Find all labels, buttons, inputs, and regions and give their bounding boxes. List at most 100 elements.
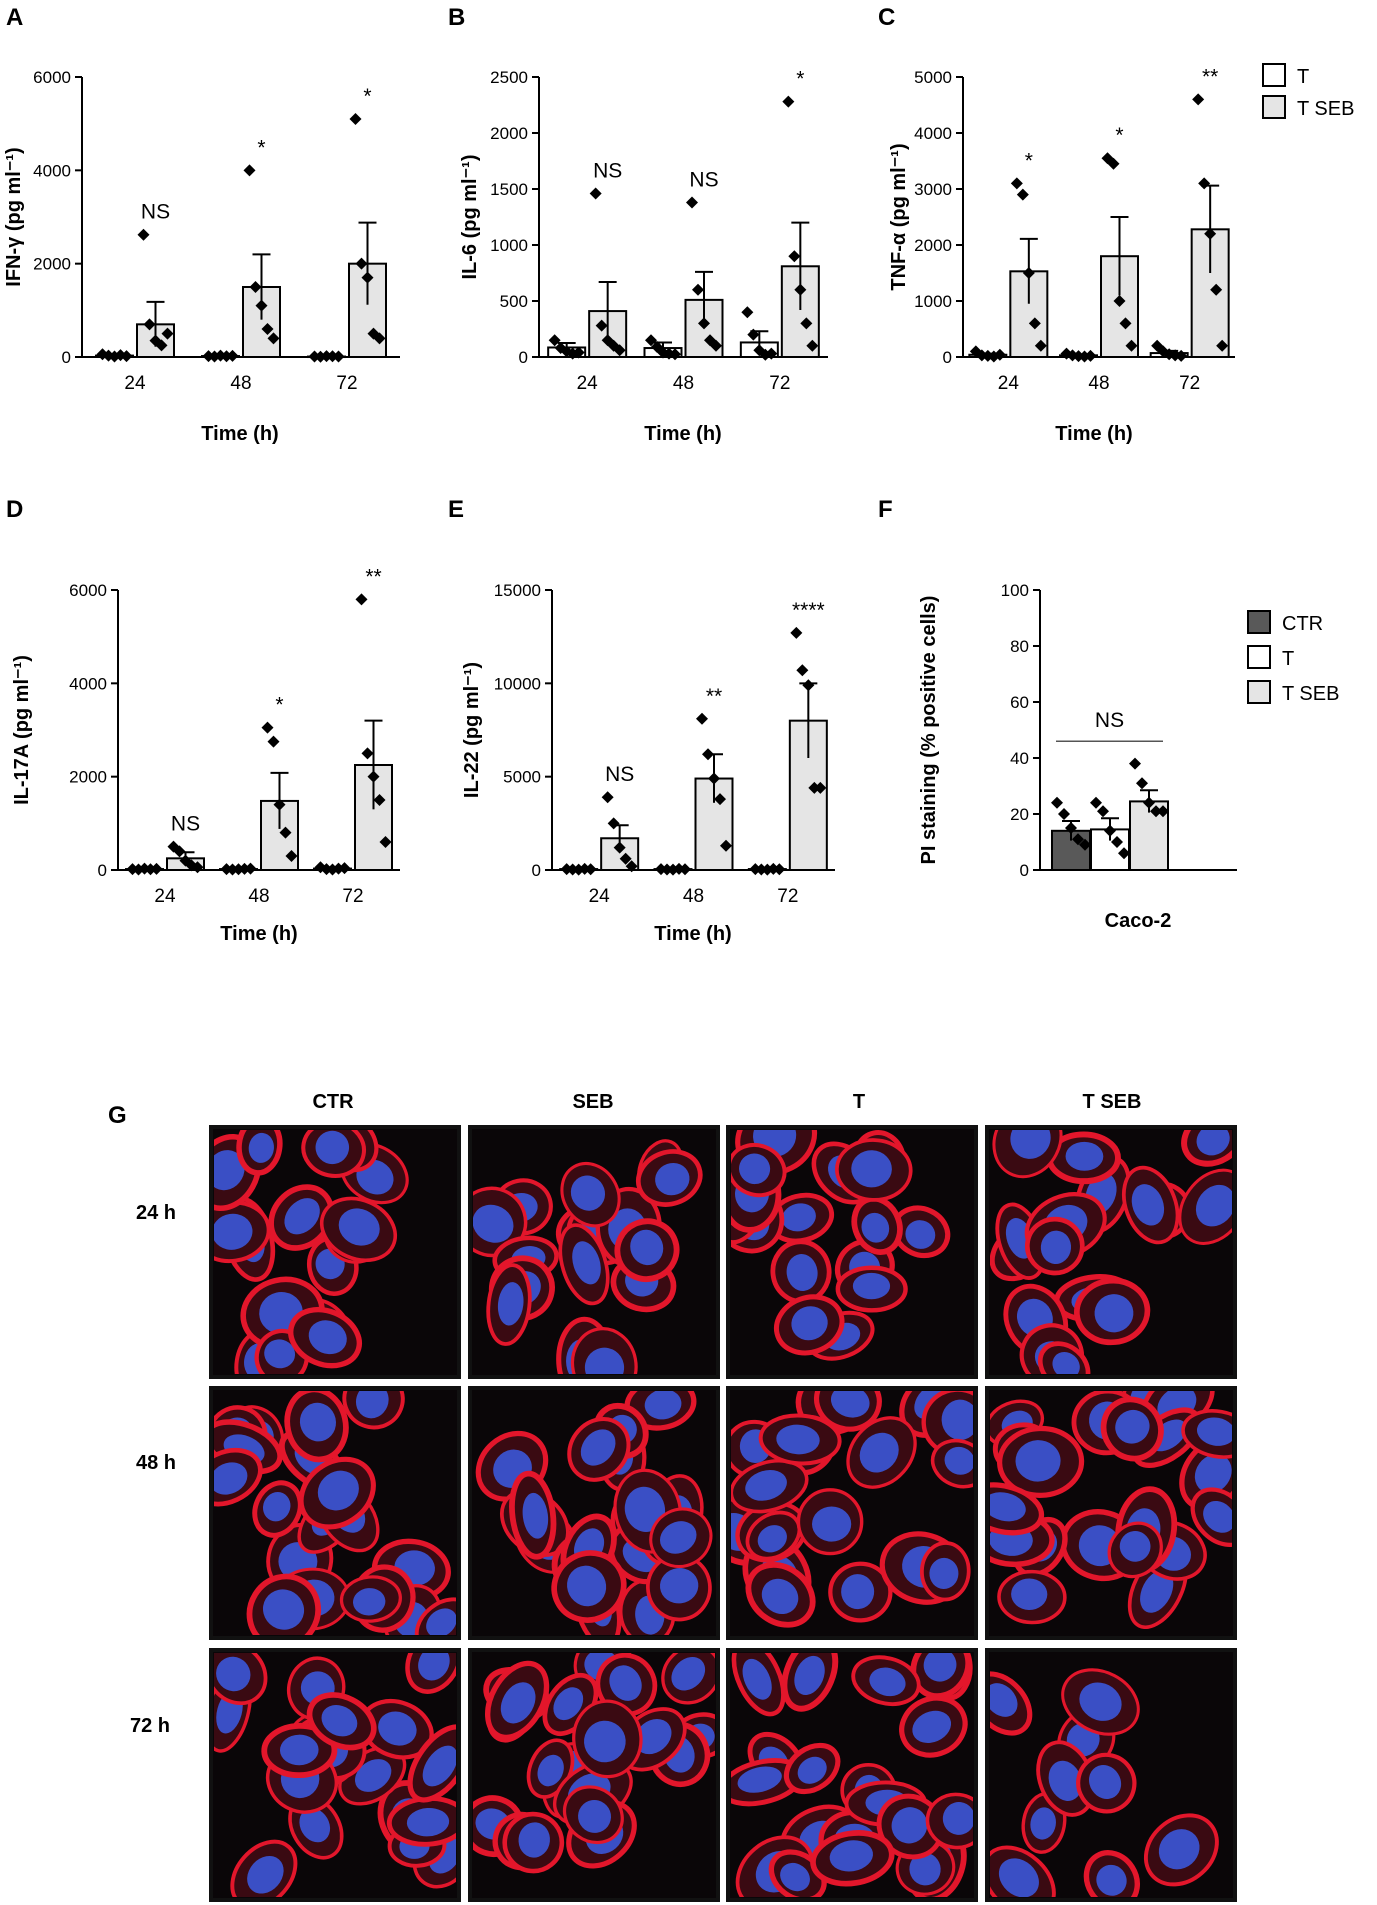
data-point	[806, 339, 819, 352]
data-point	[355, 593, 368, 606]
y-tick-label: 20	[1010, 805, 1029, 824]
y-axis-label: IL-17A (pg ml⁻¹)	[11, 655, 33, 805]
data-point	[1216, 339, 1229, 352]
significance-label: NS	[605, 763, 634, 786]
data-point	[1022, 267, 1035, 279]
y-tick-label: 2000	[914, 236, 952, 255]
legend-label-tseb2: T SEB	[1282, 683, 1339, 705]
micro-col-seb: SEB	[572, 1091, 613, 1113]
data-point	[645, 334, 657, 347]
y-tick-label: 0	[1020, 861, 1029, 880]
significance-label: NS	[1095, 709, 1124, 732]
data-point	[1010, 177, 1023, 190]
y-tick-label: 4000	[33, 161, 71, 180]
data-point	[741, 306, 754, 319]
y-tick-label: 2000	[33, 255, 71, 274]
data-point	[796, 664, 809, 677]
data-point	[267, 332, 280, 345]
legend-swatch-t	[1262, 63, 1286, 87]
x-tick-label: 48	[1088, 373, 1109, 394]
data-point	[714, 793, 726, 806]
x-axis-label: Time (h)	[201, 423, 278, 445]
micrograph-tile	[209, 1386, 461, 1640]
y-tick-label: 80	[1010, 637, 1029, 656]
significance-label: NS	[593, 159, 622, 182]
x-tick-label: 72	[342, 886, 363, 907]
x-tick-label: 48	[683, 886, 704, 907]
x-tick-label: 72	[769, 373, 790, 394]
data-point	[613, 344, 626, 357]
data-point	[367, 770, 380, 783]
significance-label: *	[1025, 149, 1033, 172]
significance-label: **	[1202, 65, 1218, 88]
data-point	[814, 781, 827, 794]
data-point	[261, 721, 274, 734]
micro-row-48h: 48 h	[136, 1452, 176, 1474]
data-point	[332, 350, 345, 363]
data-point	[802, 679, 815, 692]
micro-col-ctr: CTR	[312, 1091, 354, 1113]
data-point	[1204, 227, 1217, 240]
micrograph-grid: CTR SEB T T SEB 24 h 48 h 72 h	[130, 1091, 1237, 1902]
data-point	[765, 347, 778, 360]
x-tick-label: 72	[336, 373, 357, 394]
chart-c: 0 1000 2000 3000 4000 5000 TNF-α (pg ml⁻¹) Time…	[888, 65, 1235, 445]
panel-label-f: F	[878, 496, 893, 523]
data-point	[692, 283, 704, 296]
y-axis-label: TNF-α (pg ml⁻¹)	[888, 143, 910, 290]
data-point	[548, 334, 561, 347]
x-axis-label: Time (h)	[644, 423, 721, 445]
y-tick-label: 60	[1010, 693, 1029, 712]
y-tick-label: 6000	[69, 581, 107, 600]
data-point	[379, 836, 392, 848]
data-point	[788, 250, 801, 263]
significance-label: **	[706, 685, 722, 708]
data-point	[361, 271, 374, 284]
significance-label: *	[275, 694, 283, 717]
data-point	[155, 339, 168, 352]
data-point	[572, 346, 585, 359]
data-point	[349, 113, 362, 125]
x-tick-label: 48	[248, 886, 269, 907]
legend-label-t: T	[1297, 66, 1309, 88]
y-tick-label: 2000	[490, 124, 528, 143]
legend-label-t2: T	[1282, 648, 1294, 670]
data-point	[191, 861, 204, 874]
data-point	[120, 350, 133, 363]
y-tick-label: 6000	[33, 68, 71, 87]
significance-label: NS	[141, 201, 170, 224]
panel-label-g: G	[108, 1102, 127, 1129]
x-tick-label: 24	[154, 886, 176, 907]
bar-tseb	[780, 265, 820, 358]
data-point	[686, 196, 698, 209]
significance-label: NS	[689, 168, 718, 191]
data-point	[226, 349, 239, 362]
significance-label: ****	[792, 599, 825, 622]
data-point	[1175, 349, 1188, 362]
chart-d: 0 2000 4000 6000 IL-17A (pg ml⁻¹) Time (h) 24 N…	[11, 565, 400, 945]
data-point	[1143, 796, 1155, 809]
data-point	[1016, 188, 1029, 201]
legend-swatch-tseb2	[1247, 680, 1271, 704]
x-tick-label: 72	[1179, 373, 1200, 394]
data-point	[338, 862, 351, 875]
significance-label: *	[363, 85, 371, 108]
x-tick-label: 48	[673, 373, 694, 394]
y-tick-label: 0	[62, 348, 71, 367]
data-point	[708, 772, 720, 785]
data-point	[601, 791, 614, 804]
data-point	[794, 283, 807, 296]
data-point	[1150, 805, 1162, 818]
micrograph-tile	[209, 1648, 461, 1902]
data-point	[790, 626, 803, 639]
y-tick-label: 500	[500, 292, 528, 311]
micrograph-tile	[985, 1648, 1237, 1902]
significance-label: *	[1115, 124, 1123, 147]
data-point	[800, 317, 813, 330]
data-point	[1104, 824, 1116, 837]
data-point	[1111, 836, 1123, 848]
data-point	[1125, 339, 1138, 352]
x-tick-label: 48	[230, 373, 251, 394]
